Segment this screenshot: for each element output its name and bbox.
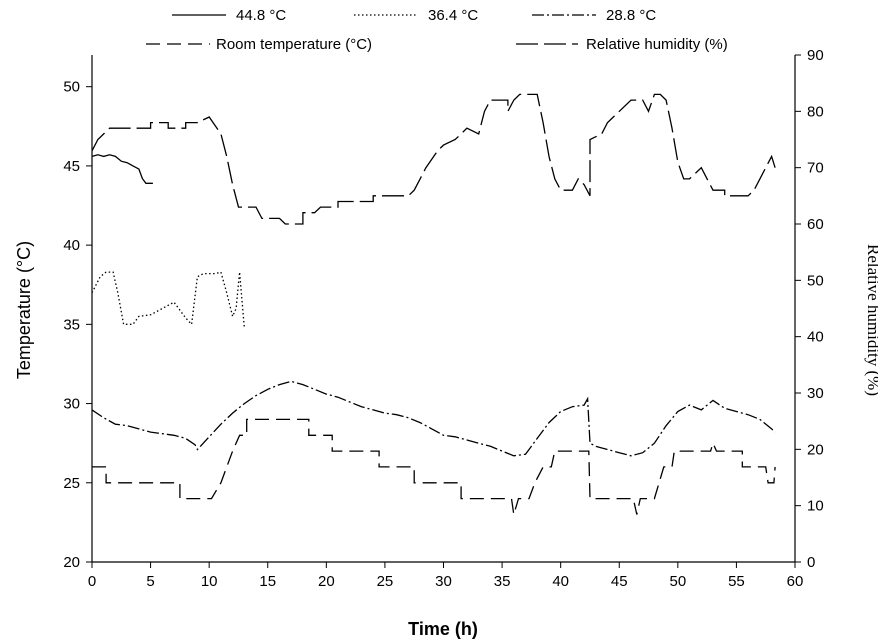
x-tick-label: 45 [611, 573, 628, 590]
y-right-tick-label: 10 [807, 498, 824, 515]
y-tick-label: 20 [63, 554, 80, 571]
y-tick-label: 30 [63, 396, 80, 413]
x-tick-label: 30 [435, 573, 452, 590]
y-right-tick-label: 60 [807, 216, 824, 233]
x-tick-label: 50 [669, 573, 686, 590]
y-tick-label: 45 [63, 158, 80, 175]
x-tick-label: 5 [146, 573, 154, 590]
series-line-36-4-c [91, 271, 245, 328]
y-right-axis-title: Relative humidity (%) [864, 244, 878, 396]
y-axis-title: Temperature (°C) [14, 241, 34, 379]
y-right-tick-label: 0 [807, 554, 815, 571]
legend-label: 44.8 °C [236, 7, 286, 24]
y-right-tick-label: 70 [807, 160, 824, 177]
x-tick-label: 35 [494, 573, 511, 590]
x-tick-label: 0 [88, 573, 96, 590]
y-right-tick-label: 90 [807, 47, 824, 64]
y-right-tick-label: 20 [807, 441, 824, 458]
series-line-44-8-c [91, 154, 153, 184]
x-tick-label: 10 [201, 573, 218, 590]
legend-label: Room temperature (°C) [216, 36, 372, 53]
x-tick-label: 60 [787, 573, 804, 590]
axes: 0 5 10 15 20 25 30 35 40 45 50 55 60 20 25 30 35 40 45 50 0 1… [63, 47, 823, 590]
x-tick-label: 55 [728, 573, 745, 590]
series-line-28-8-c [91, 380, 776, 457]
x-tick-label: 25 [377, 573, 394, 590]
y-tick-label: 50 [63, 79, 80, 96]
plot-area [91, 93, 776, 515]
y-right-tick-label: 50 [807, 272, 824, 289]
y-tick-label: 35 [63, 316, 80, 333]
legend-label: Relative humidity (%) [586, 36, 728, 53]
x-axis-title: Time (h) [408, 619, 478, 639]
y-tick-label: 25 [63, 475, 80, 492]
x-tick-label: 40 [552, 573, 569, 590]
series-line-relative-humidity [91, 93, 776, 225]
series-line-room-temperature-c [92, 418, 776, 515]
legend: 44.8 °C 36.4 °C 28.8 °C Room temperature (°… [146, 7, 728, 53]
legend-label: 28.8 °C [606, 7, 656, 24]
x-tick-label: 20 [318, 573, 335, 590]
legend-label: 36.4 °C [428, 7, 478, 24]
y-right-tick-label: 30 [807, 385, 824, 402]
x-tick-label: 15 [259, 573, 276, 590]
y-right-tick-label: 40 [807, 329, 824, 346]
y-tick-label: 40 [63, 237, 80, 254]
y-right-tick-label: 80 [807, 103, 824, 120]
